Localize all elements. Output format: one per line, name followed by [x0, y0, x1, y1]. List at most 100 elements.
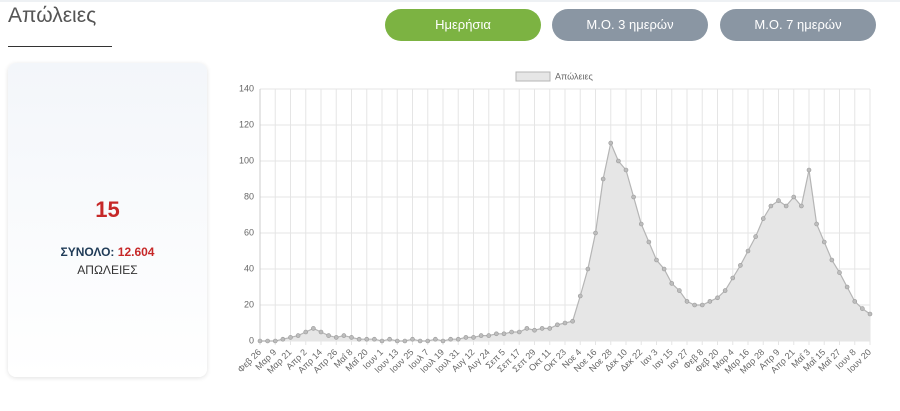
data-point — [799, 203, 804, 209]
data-point — [585, 266, 591, 272]
data-point — [364, 336, 370, 342]
y-tick-label: 40 — [244, 263, 254, 273]
data-point — [600, 176, 606, 182]
data-point — [555, 322, 560, 328]
data-point — [402, 338, 408, 344]
summary-card: 15 ΣΥΝΟΛΟ: 12.604 ΑΠΩΛΕΙΕΣ — [8, 63, 207, 377]
data-point — [753, 234, 758, 239]
data-point — [349, 335, 354, 340]
data-point — [654, 257, 659, 263]
data-point — [524, 326, 530, 331]
data-point — [486, 333, 492, 338]
legend-swatch — [515, 71, 551, 82]
total-line: ΣΥΝΟΛΟ: 12.604 — [8, 245, 207, 259]
data-point — [715, 295, 720, 301]
data-point — [288, 335, 293, 340]
data-point — [326, 333, 331, 338]
data-point — [768, 203, 774, 209]
data-point — [433, 336, 438, 342]
data-point — [577, 293, 583, 299]
data-point — [425, 338, 431, 344]
data-point — [257, 338, 263, 344]
data-point — [516, 329, 522, 335]
data-point — [867, 311, 873, 317]
today-value: 15 — [95, 197, 120, 222]
data-point — [265, 338, 270, 344]
data-point — [852, 299, 858, 304]
data-point — [616, 158, 621, 164]
y-tick-label: 0 — [249, 335, 254, 345]
data-point — [394, 338, 400, 344]
data-point — [448, 336, 453, 342]
data-point — [532, 327, 537, 333]
y-tick-label: 140 — [239, 83, 254, 93]
data-point — [806, 167, 812, 173]
daily-button[interactable]: Ημερήσια — [385, 9, 541, 41]
data-point — [333, 335, 339, 340]
data-point — [440, 338, 446, 344]
data-point — [547, 326, 553, 331]
data-point — [501, 331, 507, 337]
data-point — [509, 329, 514, 335]
data-point — [638, 221, 644, 227]
data-point — [410, 336, 415, 342]
data-point — [745, 248, 751, 254]
data-point — [318, 329, 324, 335]
data-point — [372, 336, 377, 342]
page-title: Απώλειες — [8, 4, 97, 27]
data-point — [631, 194, 636, 200]
data-point — [783, 203, 789, 209]
data-point — [692, 302, 697, 308]
data-point — [646, 239, 652, 245]
data-point — [471, 335, 476, 340]
data-point — [844, 284, 850, 290]
title-underline — [8, 46, 112, 47]
data-point — [295, 333, 301, 338]
y-tick-label: 120 — [239, 119, 254, 129]
unit-label: ΑΠΩΛΕΙΕΣ — [77, 263, 138, 277]
data-point — [303, 329, 309, 335]
legend-label: Απώλειες — [555, 71, 593, 81]
top-border — [0, 0, 900, 2]
data-point — [760, 216, 766, 221]
avg3-button[interactable]: Μ.Ο. 3 ημερών — [552, 9, 708, 41]
y-tick-label: 100 — [239, 155, 254, 165]
data-point — [387, 336, 392, 342]
data-point — [814, 221, 819, 227]
data-point — [539, 326, 545, 331]
data-point — [280, 336, 286, 342]
y-tick-label: 20 — [244, 299, 254, 309]
data-point — [699, 302, 705, 308]
data-point — [562, 320, 568, 326]
y-tick-label: 80 — [244, 191, 254, 201]
data-point — [341, 333, 347, 338]
data-point — [730, 275, 736, 281]
data-point — [829, 257, 835, 263]
data-point — [738, 263, 743, 268]
data-point — [707, 299, 713, 304]
data-point — [722, 288, 728, 293]
total-value: 12.604 — [117, 245, 155, 259]
data-point — [860, 306, 865, 311]
data-point — [608, 140, 614, 146]
data-point — [272, 338, 278, 344]
data-point — [837, 270, 842, 275]
area-fill — [260, 143, 870, 341]
data-point — [417, 338, 423, 344]
data-point — [791, 194, 797, 200]
data-point — [669, 281, 675, 286]
data-point — [463, 335, 469, 340]
data-point — [661, 266, 667, 272]
data-point — [494, 331, 499, 337]
data-point — [356, 336, 362, 342]
data-point — [821, 239, 827, 245]
data-point — [455, 336, 461, 342]
y-tick-label: 60 — [244, 227, 254, 237]
total-label: ΣΥΝΟΛΟ: — [60, 245, 115, 259]
avg7-button[interactable]: Μ.Ο. 7 ημερών — [720, 9, 876, 41]
data-point — [776, 198, 781, 203]
data-point — [593, 230, 598, 236]
data-point — [677, 288, 682, 293]
